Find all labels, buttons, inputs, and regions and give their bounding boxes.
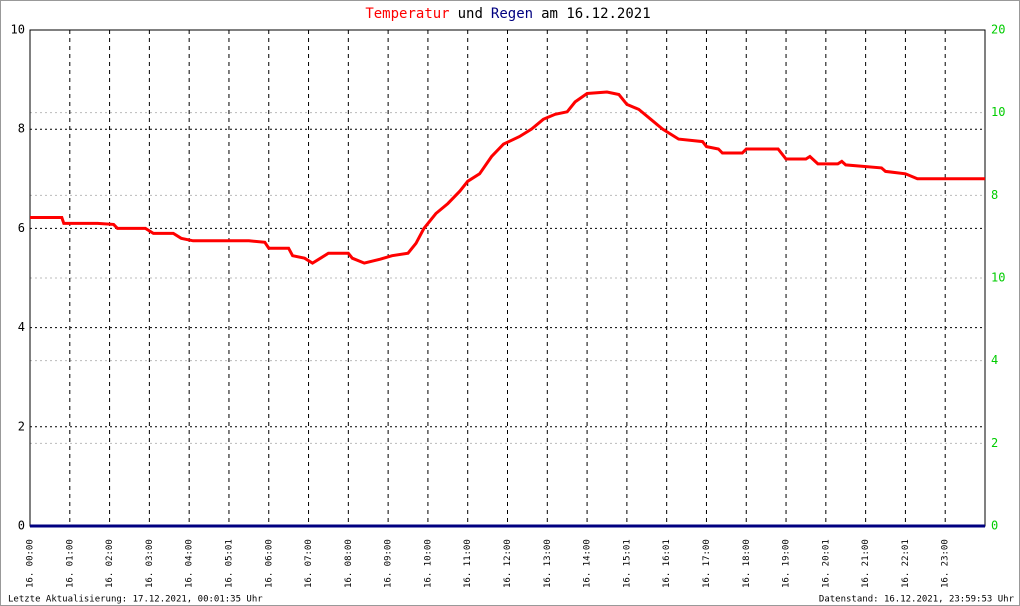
x-tick-label: 16. 21:00 bbox=[861, 539, 871, 588]
y2-tick-label: 10 bbox=[991, 271, 1005, 285]
footer-right: Datenstand: 16.12.2021, 23:59:53 Uhr bbox=[819, 595, 1015, 605]
y-tick-label: 4 bbox=[18, 320, 25, 334]
x-tick-label: 16. 10:00 bbox=[423, 539, 433, 588]
y-tick-label: 6 bbox=[18, 221, 25, 235]
x-tick-label: 16. 14:00 bbox=[583, 539, 593, 588]
y2-tick-label: 2 bbox=[991, 436, 998, 450]
x-tick-label: 16. 18:00 bbox=[742, 539, 752, 588]
data-line bbox=[30, 90, 985, 265]
title-part: Regen bbox=[491, 6, 533, 22]
x-tick-label: 16. 02:00 bbox=[105, 539, 115, 588]
x-tick-label: 16. 03:00 bbox=[145, 539, 155, 588]
x-tick-label: 16. 22:01 bbox=[901, 539, 911, 588]
x-tick-label: 16. 09:00 bbox=[384, 539, 394, 588]
x-tick-label: 16. 23:00 bbox=[941, 539, 951, 588]
x-tick-label: 16. 04:00 bbox=[185, 539, 195, 588]
x-tick-label: 16. 06:00 bbox=[264, 539, 274, 588]
x-tick-label: 16. 20:01 bbox=[821, 539, 831, 588]
y2-tick-label: 0 bbox=[991, 519, 998, 533]
x-tick-label: 16. 07:00 bbox=[304, 539, 314, 588]
y2-tick-label: 4 bbox=[991, 353, 998, 367]
x-tick-label: 16. 00:00 bbox=[26, 539, 36, 588]
title-part: und bbox=[458, 6, 483, 22]
y2-tick-label: 8 bbox=[991, 188, 998, 202]
title-part: Temperatur bbox=[365, 6, 449, 22]
y-tick-label: 0 bbox=[18, 519, 25, 533]
footer-left: Letzte Aktualisierung: 17.12.2021, 00:01… bbox=[8, 595, 263, 605]
y-tick-label: 10 bbox=[11, 23, 25, 37]
x-tick-label: 16. 12:00 bbox=[503, 539, 513, 588]
x-tick-label: 16. 13:00 bbox=[543, 539, 553, 588]
x-tick-label: 16. 08:00 bbox=[344, 539, 354, 588]
x-tick-label: 16. 19:00 bbox=[782, 539, 792, 588]
x-tick-label: 16. 01:00 bbox=[65, 539, 75, 588]
chart-title: Temperatur und Regen am 16.12.2021 bbox=[365, 6, 650, 22]
x-tick-label: 16. 15:01 bbox=[622, 539, 632, 588]
title-part: am 16.12.2021 bbox=[541, 6, 651, 22]
y-tick-label: 8 bbox=[18, 122, 25, 136]
x-tick-label: 16. 17:00 bbox=[702, 539, 712, 588]
y-tick-label: 2 bbox=[18, 419, 25, 433]
x-tick-label: 16. 16:01 bbox=[662, 539, 672, 588]
x-tick-label: 16. 05:01 bbox=[224, 539, 234, 588]
y2-tick-label: 10 bbox=[991, 105, 1005, 119]
x-tick-label: 16. 11:00 bbox=[463, 539, 473, 588]
y2-tick-label: 20 bbox=[991, 23, 1005, 37]
